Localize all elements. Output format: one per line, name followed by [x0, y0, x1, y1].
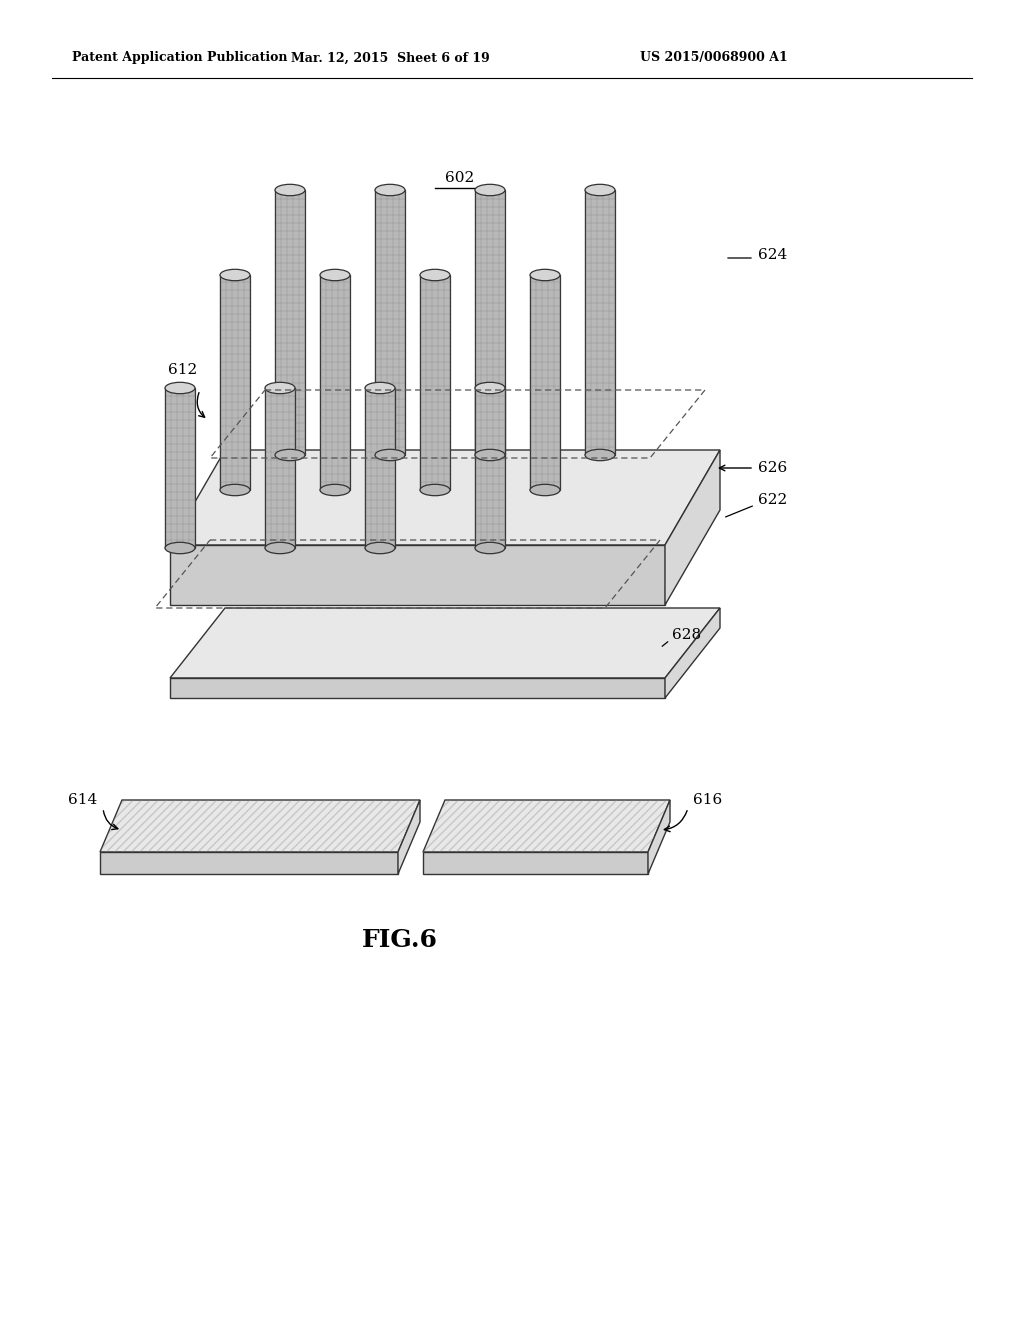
Polygon shape: [100, 851, 398, 874]
Polygon shape: [170, 450, 720, 545]
Polygon shape: [398, 800, 420, 874]
Ellipse shape: [475, 383, 505, 393]
Polygon shape: [170, 609, 720, 678]
Polygon shape: [100, 800, 420, 851]
Ellipse shape: [275, 185, 305, 195]
Text: 616: 616: [693, 793, 722, 807]
Bar: [319, 275, 350, 490]
Ellipse shape: [585, 185, 615, 195]
Ellipse shape: [319, 269, 350, 281]
Text: 624: 624: [758, 248, 787, 261]
Polygon shape: [170, 545, 665, 605]
Text: FIG.6: FIG.6: [362, 928, 438, 952]
Ellipse shape: [165, 383, 195, 393]
Ellipse shape: [165, 543, 195, 553]
Bar: [220, 275, 250, 490]
Bar: [165, 388, 195, 548]
Ellipse shape: [420, 484, 450, 496]
Polygon shape: [665, 609, 720, 698]
Ellipse shape: [585, 449, 615, 461]
Ellipse shape: [475, 185, 505, 195]
Ellipse shape: [319, 484, 350, 496]
Bar: [530, 275, 560, 490]
Text: Mar. 12, 2015  Sheet 6 of 19: Mar. 12, 2015 Sheet 6 of 19: [291, 51, 489, 65]
Ellipse shape: [220, 484, 250, 496]
Polygon shape: [648, 800, 670, 874]
Polygon shape: [665, 450, 720, 605]
Bar: [585, 190, 615, 455]
Bar: [420, 275, 450, 490]
Ellipse shape: [365, 543, 395, 553]
Ellipse shape: [530, 484, 560, 496]
Text: 614: 614: [68, 793, 97, 807]
Text: 628: 628: [672, 628, 701, 642]
Ellipse shape: [265, 383, 295, 393]
Polygon shape: [423, 851, 648, 874]
Text: 612: 612: [168, 363, 198, 378]
Ellipse shape: [365, 383, 395, 393]
Text: 622: 622: [758, 492, 787, 507]
Ellipse shape: [475, 543, 505, 553]
Text: 626: 626: [758, 461, 787, 475]
Ellipse shape: [220, 269, 250, 281]
Ellipse shape: [530, 269, 560, 281]
Bar: [275, 190, 305, 455]
Ellipse shape: [375, 185, 406, 195]
Ellipse shape: [265, 543, 295, 553]
Bar: [265, 388, 295, 548]
Bar: [475, 388, 505, 548]
Ellipse shape: [475, 449, 505, 461]
Polygon shape: [423, 800, 670, 851]
Ellipse shape: [420, 269, 450, 281]
Polygon shape: [170, 678, 665, 698]
Text: Patent Application Publication: Patent Application Publication: [72, 51, 288, 65]
Ellipse shape: [375, 449, 406, 461]
Bar: [365, 388, 395, 548]
Bar: [375, 190, 406, 455]
Text: 602: 602: [445, 172, 475, 185]
Text: US 2015/0068900 A1: US 2015/0068900 A1: [640, 51, 787, 65]
Ellipse shape: [275, 449, 305, 461]
Bar: [475, 190, 505, 455]
